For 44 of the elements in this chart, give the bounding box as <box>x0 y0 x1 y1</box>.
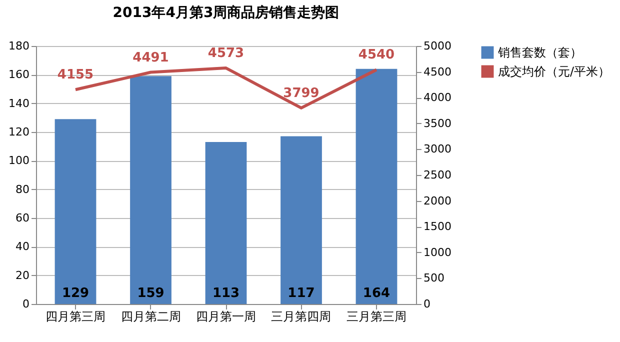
bar <box>205 142 247 304</box>
y2-tick-label: 4500 <box>424 65 452 78</box>
data-label: 4155 <box>57 68 94 83</box>
x-tick-label: 四月第一周 <box>196 310 256 324</box>
y2-tick-label: 1500 <box>424 220 452 234</box>
x-tick-label: 四月第二周 <box>120 310 181 324</box>
legend-label: 销售套数（套） <box>497 46 582 60</box>
y-tick-label: 120 <box>8 126 30 138</box>
y2-tick-label: 2500 <box>424 168 452 182</box>
y2-tick-label: 5000 <box>424 40 452 52</box>
x-tick-label: 四月第三周 <box>46 310 106 324</box>
chart-title: 2013年4月第3周商品房销售走势图 <box>112 4 340 21</box>
bar <box>356 68 398 304</box>
data-label: 4573 <box>208 46 244 62</box>
bar <box>280 136 322 304</box>
y-tick-label: 60 <box>16 212 30 224</box>
y-tick-label: 180 <box>8 40 30 52</box>
y-tick-label: 80 <box>16 182 30 196</box>
bar <box>130 76 172 304</box>
data-label: 4491 <box>132 50 169 66</box>
data-label: 3799 <box>283 86 320 101</box>
legend-label: 成交均价（元/平米） <box>498 64 610 78</box>
data-label: 159 <box>137 286 164 301</box>
y2-tick-label: 4000 <box>424 91 452 104</box>
y2-tick-label: 0 <box>424 298 430 310</box>
y-tick-label: 160 <box>8 68 30 82</box>
x-tick-label: 三月第三周 <box>346 310 406 324</box>
y2-tick-label: 1000 <box>424 246 452 259</box>
y-tick-label: 140 <box>8 96 30 110</box>
x-tick-label: 三月第四周 <box>271 310 332 324</box>
y-tick-label: 20 <box>16 268 30 282</box>
data-label: 4540 <box>358 48 395 63</box>
y2-tick-label: 3000 <box>424 142 452 156</box>
data-label: 113 <box>212 286 240 301</box>
y-tick-label: 0 <box>22 298 30 310</box>
data-label: 164 <box>362 286 390 301</box>
bar <box>54 119 96 304</box>
data-label: 129 <box>62 286 90 301</box>
y2-tick-label: 500 <box>424 272 444 285</box>
y2-tick-label: 3500 <box>424 116 452 130</box>
y2-tick-label: 2000 <box>424 194 452 208</box>
y-tick-label: 40 <box>16 240 30 254</box>
y-tick-label: 100 <box>8 154 30 168</box>
data-label: 117 <box>288 286 315 301</box>
